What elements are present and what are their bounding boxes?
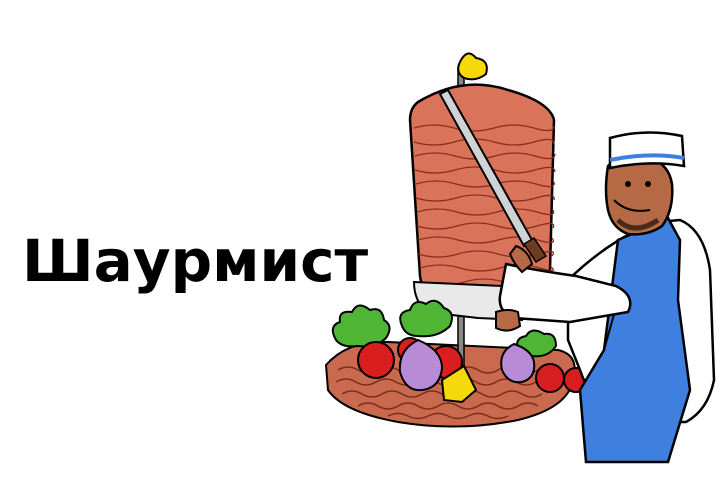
page-title: Шаурмист (22, 227, 369, 295)
vegetables-illustration (331, 299, 589, 404)
shawarma-chef-icon (324, 52, 716, 464)
doner-meat-illustration (408, 52, 556, 302)
knife-illustration (438, 88, 548, 264)
chef-illustration (495, 131, 716, 464)
